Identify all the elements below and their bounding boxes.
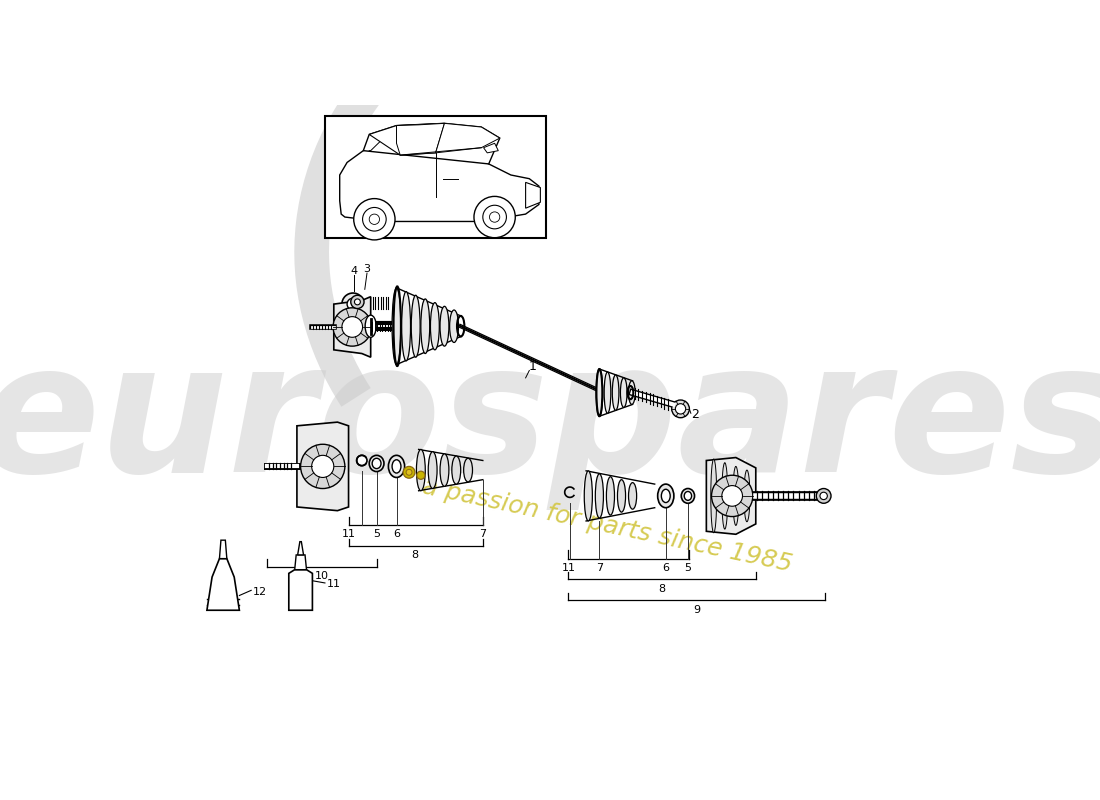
Text: 8: 8 (411, 550, 418, 560)
Text: 4: 4 (350, 266, 358, 276)
Ellipse shape (628, 482, 637, 509)
Circle shape (820, 492, 827, 499)
Ellipse shape (348, 298, 359, 310)
Ellipse shape (406, 470, 412, 475)
Circle shape (363, 207, 386, 231)
Circle shape (300, 444, 345, 489)
Circle shape (333, 308, 372, 346)
Polygon shape (436, 123, 499, 153)
Text: 2: 2 (691, 408, 700, 422)
Ellipse shape (722, 462, 728, 529)
Ellipse shape (452, 456, 461, 484)
Ellipse shape (354, 299, 361, 305)
Ellipse shape (440, 454, 449, 486)
Ellipse shape (744, 470, 750, 522)
Ellipse shape (628, 381, 635, 405)
Text: 6: 6 (662, 563, 669, 574)
Ellipse shape (440, 306, 449, 346)
Text: 9: 9 (693, 605, 701, 614)
Text: 7: 7 (596, 563, 603, 574)
Circle shape (712, 475, 752, 517)
Text: 5: 5 (373, 530, 381, 539)
Polygon shape (207, 558, 240, 610)
Ellipse shape (388, 455, 405, 478)
Ellipse shape (421, 299, 430, 354)
Ellipse shape (365, 315, 376, 338)
Text: 8: 8 (659, 584, 666, 594)
Polygon shape (340, 142, 539, 222)
Ellipse shape (392, 288, 400, 365)
Circle shape (722, 486, 742, 506)
Polygon shape (298, 542, 304, 555)
Text: a passion for parts since 1985: a passion for parts since 1985 (419, 474, 794, 577)
Circle shape (816, 489, 831, 503)
Ellipse shape (733, 466, 739, 526)
Polygon shape (333, 297, 371, 358)
Ellipse shape (370, 455, 384, 471)
Ellipse shape (351, 295, 364, 309)
Circle shape (675, 404, 685, 414)
Ellipse shape (606, 477, 615, 515)
Circle shape (354, 198, 395, 240)
Circle shape (483, 206, 506, 229)
Polygon shape (396, 123, 444, 155)
Ellipse shape (595, 474, 604, 518)
Ellipse shape (684, 491, 692, 500)
Ellipse shape (658, 484, 674, 508)
Text: 11: 11 (342, 530, 355, 539)
Polygon shape (297, 422, 349, 510)
Ellipse shape (403, 466, 415, 478)
Ellipse shape (584, 471, 593, 521)
Polygon shape (289, 570, 312, 610)
Polygon shape (526, 182, 540, 208)
Ellipse shape (617, 480, 626, 512)
Circle shape (474, 196, 515, 238)
Polygon shape (363, 123, 499, 164)
Text: 1: 1 (529, 360, 537, 374)
Ellipse shape (392, 460, 400, 473)
Ellipse shape (596, 369, 603, 416)
Text: 3: 3 (363, 264, 371, 274)
Ellipse shape (661, 490, 670, 502)
Ellipse shape (430, 302, 439, 350)
Polygon shape (295, 555, 307, 570)
Ellipse shape (463, 458, 473, 482)
Ellipse shape (372, 458, 381, 469)
Text: 12: 12 (253, 587, 267, 597)
Text: 11: 11 (327, 579, 340, 590)
Polygon shape (220, 540, 227, 558)
Ellipse shape (342, 293, 364, 315)
Ellipse shape (428, 452, 437, 489)
Text: 7: 7 (480, 530, 486, 539)
Circle shape (490, 212, 499, 222)
Text: 10: 10 (315, 570, 329, 581)
Circle shape (342, 317, 363, 338)
Circle shape (370, 214, 379, 225)
Ellipse shape (417, 471, 425, 479)
Ellipse shape (417, 450, 426, 490)
Ellipse shape (711, 459, 717, 533)
Text: 5: 5 (684, 563, 692, 574)
Polygon shape (370, 123, 444, 155)
Ellipse shape (411, 295, 420, 358)
Polygon shape (706, 458, 756, 534)
Polygon shape (484, 143, 498, 153)
Text: 11: 11 (561, 563, 575, 574)
Text: eurospares: eurospares (0, 334, 1100, 510)
Ellipse shape (613, 375, 619, 410)
Ellipse shape (620, 378, 627, 407)
Text: 6: 6 (393, 530, 400, 539)
Ellipse shape (402, 291, 410, 361)
Circle shape (672, 400, 690, 418)
Circle shape (311, 455, 333, 478)
Ellipse shape (604, 372, 611, 414)
Ellipse shape (681, 489, 694, 503)
Ellipse shape (356, 455, 367, 466)
Ellipse shape (450, 310, 459, 342)
Bar (324, 116, 547, 238)
